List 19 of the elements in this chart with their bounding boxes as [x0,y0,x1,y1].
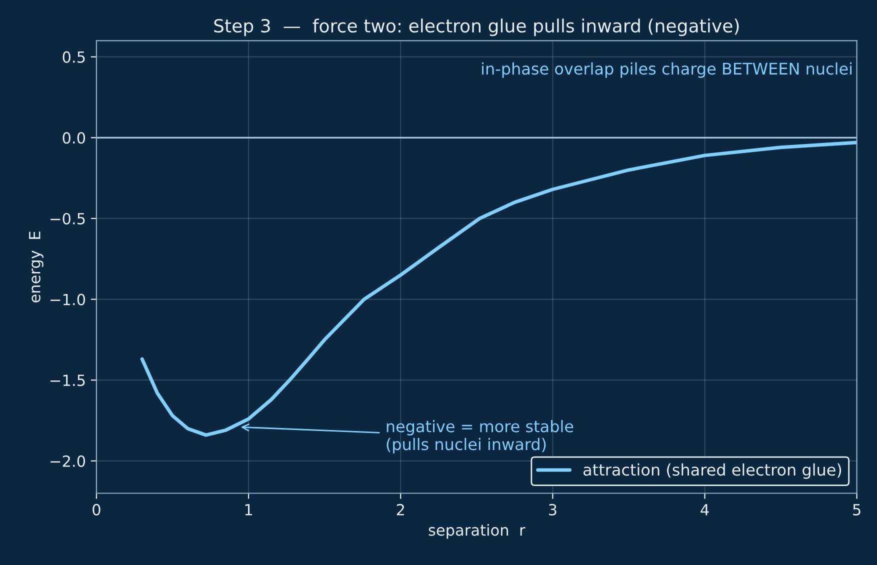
y-tick-label: −1.5 [50,374,85,386]
x-tick-label: 0 [92,504,100,516]
x-axis-title: separation r [428,524,526,539]
y-tick-label: 0.0 [62,132,86,144]
annotation: negative = more stable (pulls nuclei inward) [386,420,574,454]
legend-label: attraction (shared electron glue) [584,463,842,479]
y-tick-label: 0.5 [62,51,85,63]
x-tick-label: 5 [853,504,860,516]
x-tick-label: 4 [700,504,709,516]
x-tick-label: 2 [396,504,404,516]
y-tick-label: −1.0 [50,294,86,306]
line-series [140,140,857,437]
y-tick-label: −0.5 [50,212,85,224]
y-axis-title: energy E [29,232,44,302]
x-tick-label: 3 [548,504,556,516]
annotation: in-phase overlap piles charge BETWEEN nuclei [482,62,852,78]
y-tick-label: −2.0 [50,455,86,467]
x-tick-label: 1 [245,504,252,516]
chart-title: Step 3 — force two: electron glue pulls inward (negative) [214,18,739,36]
